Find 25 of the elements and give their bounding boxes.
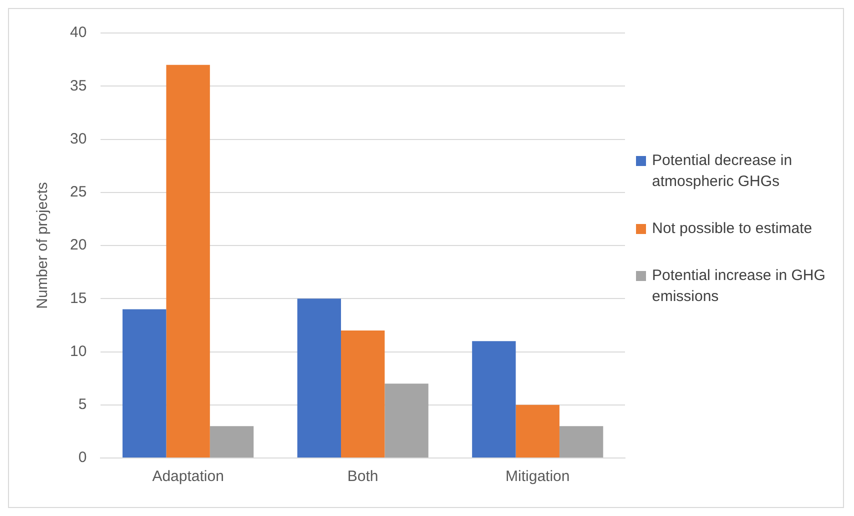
y-tick-label: 25 [70,184,87,201]
y-tick-label: 35 [70,77,87,94]
y-tick-label: 40 [70,24,87,42]
bar [166,64,210,458]
y-tick-label: 0 [78,449,87,466]
bar [210,426,254,458]
legend-label: Not possible to estimate [652,219,812,239]
legend-label: Potential increase in GHG emissions [652,266,826,307]
x-tick-label: Adaptation [152,468,224,486]
y-tick-label: 15 [70,290,87,307]
bar [297,298,341,458]
bar [384,384,428,458]
x-tick-label: Mitigation [506,468,570,486]
y-tick-label: 20 [70,236,87,254]
bar [559,426,604,458]
y-tick-label: 5 [78,396,87,414]
bar [340,330,385,458]
bar [122,309,166,458]
y-axis-title: Number of projects [34,182,52,309]
x-tick-label: Both [347,468,378,486]
bar [516,404,560,458]
bar [472,341,516,458]
y-tick-label: 10 [70,342,87,360]
y-tick-label: 30 [70,130,87,148]
legend-label: Potential decrease in atmospheric GHGs [652,151,794,192]
